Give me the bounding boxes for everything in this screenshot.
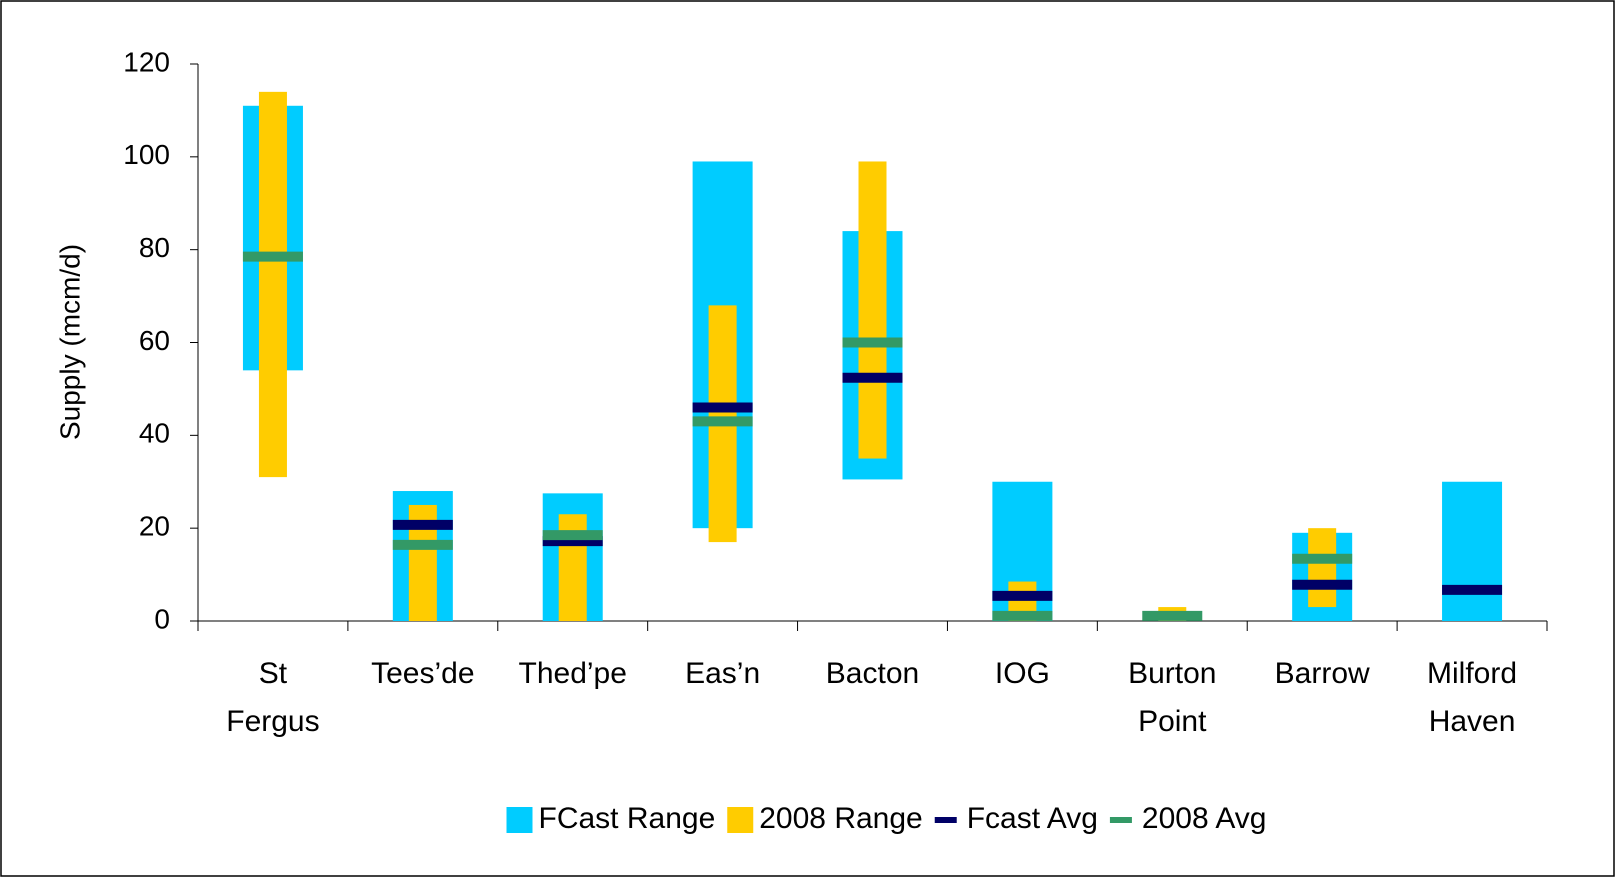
legend-label: Fcast Avg — [967, 802, 1098, 835]
x-tick-label: Tees’de — [371, 657, 475, 690]
y-tick-label: 60 — [139, 325, 170, 356]
y-tick-label: 100 — [123, 139, 170, 170]
legend-label: FCast Range — [539, 802, 716, 835]
range-bar — [1308, 528, 1337, 608]
range-bar — [258, 91, 287, 478]
x-tick-label: Barrow — [1274, 657, 1370, 690]
legend-label: 2008 Range — [759, 802, 922, 835]
x-tick-label: Burton Point — [1128, 657, 1217, 738]
y-tick-label: 40 — [139, 418, 170, 449]
x-tick-label: Eas’n — [685, 657, 761, 690]
y-tick-label: 120 — [123, 46, 170, 77]
x-tick-label: IOG — [994, 657, 1050, 690]
x-tick-label: St Fergus — [226, 657, 320, 738]
legend-swatch — [506, 807, 533, 833]
y-axis-label: Supply (mcm/d) — [54, 244, 85, 440]
range-bar — [1442, 481, 1503, 621]
x-tick-label: Thed’pe — [518, 657, 627, 690]
y-tick-label: 20 — [139, 511, 170, 542]
legend-label: 2008 Avg — [1142, 802, 1267, 835]
legend-swatch — [727, 807, 754, 833]
range-bar — [858, 161, 887, 459]
y-tick-label: 0 — [154, 603, 170, 634]
y-tick-label: 80 — [139, 232, 170, 263]
x-tick-label: Milford Haven — [1427, 657, 1518, 738]
x-tick-label: Bacton — [825, 657, 920, 690]
